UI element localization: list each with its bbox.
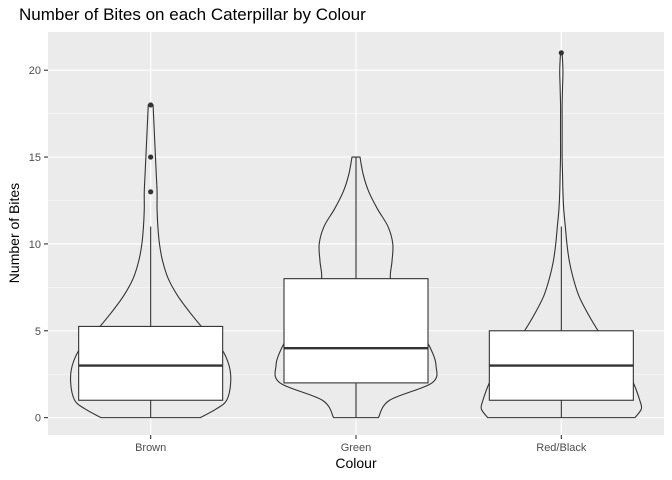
y-axis: 0 5 10 15 20: [29, 65, 48, 425]
box-green: [283, 278, 429, 384]
y-tick-label: 0: [35, 413, 41, 425]
y-axis-title: Number of Bites: [6, 183, 22, 283]
outlier-point-brown: [148, 102, 154, 108]
chart-title: Number of Bites on each Caterpillar by C…: [19, 5, 366, 24]
y-tick-label: 5: [35, 326, 41, 338]
x-axis: Brown Green Red/Black: [135, 435, 587, 454]
x-tick-label: Red/Black: [536, 442, 587, 454]
y-tick-label: 20: [29, 65, 41, 77]
outlier-points: [148, 50, 564, 195]
x-tick-label: Green: [341, 442, 372, 454]
y-tick-label: 10: [29, 239, 41, 251]
outlier-point-red-black: [558, 50, 564, 56]
outlier-point-brown: [148, 189, 154, 195]
boxplots: [78, 157, 634, 418]
outlier-point-brown: [148, 154, 154, 160]
box-brown: [78, 325, 224, 401]
x-axis-title: Colour: [335, 455, 377, 471]
y-tick-label: 15: [29, 152, 41, 164]
x-tick-label: Brown: [135, 442, 166, 454]
